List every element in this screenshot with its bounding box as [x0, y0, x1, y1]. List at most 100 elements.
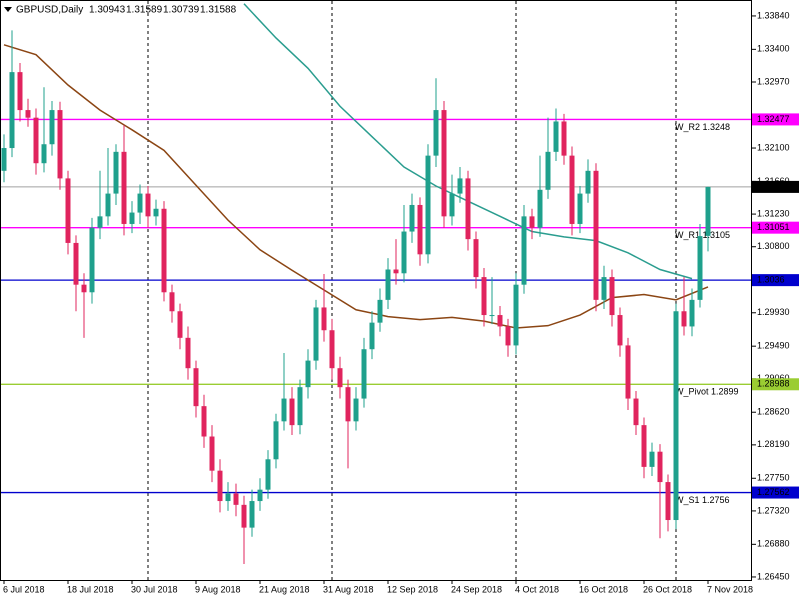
candle-body	[665, 482, 671, 521]
moving-average	[3, 44, 709, 329]
candle-body	[169, 292, 175, 312]
candle-body	[529, 216, 535, 228]
level-annotation: W_S1 1.2756	[675, 495, 730, 505]
candle-body	[497, 315, 503, 327]
level-tag	[752, 221, 799, 234]
candle-body	[201, 406, 207, 437]
x-tick-label: 12 Sep 2018	[387, 584, 438, 594]
candle-body	[249, 501, 255, 528]
candle-body	[433, 110, 439, 156]
candle-body	[657, 451, 663, 483]
candle-body	[425, 155, 431, 255]
candle-body	[289, 398, 295, 426]
candle-body	[33, 117, 39, 164]
candle-body	[569, 155, 575, 224]
header-low: 1.30739	[163, 5, 200, 16]
candle-body	[193, 368, 199, 407]
candle-body	[417, 204, 423, 255]
candle-body	[609, 277, 615, 316]
x-tick-label: 7 Nov 2018	[707, 584, 753, 594]
candle-body	[105, 193, 111, 217]
candle-body	[673, 311, 679, 521]
candle-body	[353, 398, 359, 422]
candle-body	[1, 148, 7, 171]
y-tick-label: 1.31230	[757, 208, 790, 218]
header-high: 1.31589	[126, 5, 163, 16]
candle-body	[377, 299, 383, 323]
candle-body	[521, 216, 527, 285]
y-tick-label: 1.33400	[757, 44, 790, 54]
x-tick-label: 24 Sep 2018	[451, 584, 502, 594]
candle-body	[393, 269, 399, 274]
plot: W_R2 1.3248 W_R1 1.3105 W_Pivot 1.2899 W_S1…	[1, 3, 751, 565]
candle-body	[441, 110, 447, 217]
candle-body	[41, 144, 47, 164]
candle-body	[49, 110, 55, 145]
level-tag-label: 1.32477	[757, 114, 790, 124]
candle-body	[649, 451, 655, 467]
candle-body	[617, 315, 623, 346]
level-annotation: W_R2 1.3248	[675, 122, 730, 132]
candle-body	[561, 121, 567, 156]
x-tick-label: 21 Aug 2018	[259, 584, 310, 594]
candle-body	[17, 72, 23, 111]
menu-triangle	[4, 7, 12, 12]
level-tag-label: 1.28988	[757, 379, 790, 389]
y-tick-label: 1.26450	[757, 571, 790, 581]
candle-body	[241, 504, 247, 528]
x-tick-label: 18 Jul 2018	[67, 584, 114, 594]
y-tick-label: 1.30800	[757, 241, 790, 251]
candle-body	[513, 284, 519, 346]
price-tag-label: 1.31588	[757, 181, 790, 191]
y-tick-label: 1.32100	[757, 142, 790, 152]
price-tag	[752, 180, 799, 193]
candle-body	[633, 398, 639, 426]
candle-body	[545, 151, 551, 190]
candle-body	[409, 204, 415, 232]
level-tag	[752, 486, 799, 499]
level-tag	[752, 113, 799, 126]
candle-body	[153, 208, 159, 217]
x-tick-label: 31 Aug 2018	[323, 584, 374, 594]
candle-body	[25, 110, 31, 118]
candle-body	[225, 493, 231, 502]
candle-body	[217, 470, 223, 502]
y-tick-label: 1.29060	[757, 373, 790, 383]
level-tag-label: 1.31051	[757, 222, 790, 232]
candle-body	[113, 151, 119, 194]
candle-body	[81, 284, 87, 293]
x-tick-label: 26 Oct 2018	[643, 584, 692, 594]
candle-body	[681, 311, 687, 327]
candle-body	[313, 307, 319, 361]
candle-body	[73, 242, 79, 285]
candle-body	[361, 349, 367, 399]
candle-body	[601, 277, 607, 300]
y-tick-label: 1.29490	[757, 341, 790, 351]
candle-body	[265, 459, 271, 490]
candle-body	[233, 493, 239, 505]
plot-frame	[0, 0, 752, 581]
candle-body	[457, 178, 463, 194]
candle-body	[177, 311, 183, 338]
candle-body	[449, 193, 455, 217]
candle-body	[465, 178, 471, 240]
x-tick-label: 30 Jul 2018	[131, 584, 178, 594]
candle-body	[321, 307, 327, 331]
header-open: 1.30943	[89, 5, 126, 16]
level-tag	[752, 378, 799, 391]
candle-body	[305, 360, 311, 388]
header-close: 1.31588	[200, 5, 237, 16]
candle-body	[593, 170, 599, 300]
level-annotation: W_Pivot 1.2899	[675, 387, 739, 397]
candle-body	[161, 208, 167, 293]
candle-body	[209, 436, 215, 471]
candle-body	[385, 269, 391, 300]
y-tick-label: 1.26880	[757, 539, 790, 549]
candle-body	[585, 170, 591, 194]
x-tick-label: 4 Oct 2018	[515, 584, 559, 594]
axis: 1.33840 1.33400 1.32970 1.32100 1.31660 1.312…	[3, 10, 799, 594]
candle-body	[505, 326, 511, 346]
candle-body	[281, 398, 287, 422]
candle-body	[577, 193, 583, 224]
